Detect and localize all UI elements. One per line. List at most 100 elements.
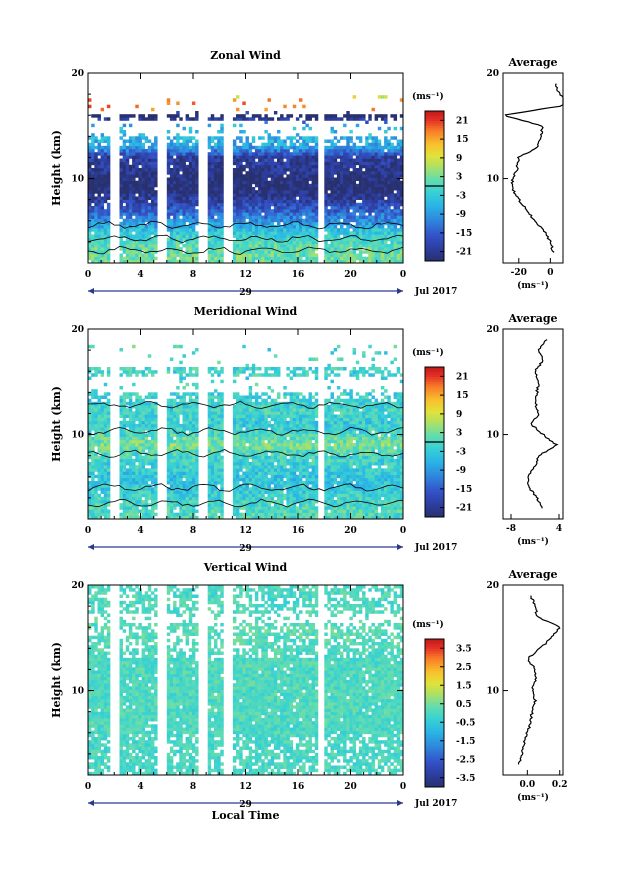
colorbar-tick-label: -0.5: [456, 718, 475, 728]
average-frame: [502, 328, 564, 520]
colorbar-unit: (ms⁻¹): [412, 347, 444, 358]
x-tick-label: 0: [85, 782, 91, 792]
y-tick-label: 20: [71, 69, 84, 79]
x-tick-label: 12: [239, 526, 252, 536]
average-y-tick-label: 20: [486, 581, 499, 591]
colorbar-tick-label: 15: [456, 391, 469, 401]
y-tick-label: 10: [71, 431, 84, 441]
colorbar-tick-label: -1.5: [456, 737, 475, 747]
average-x-tick-label: 0: [547, 268, 553, 278]
colorbar-tick-label: -3.5: [456, 774, 475, 784]
x-tick-label: 16: [292, 270, 305, 280]
colorbar-tick-label: 21: [456, 116, 469, 126]
x-tick-label: 20: [344, 782, 357, 792]
x-tick-label: 16: [292, 782, 305, 792]
colorbar-tick-label: -21: [456, 248, 472, 258]
average-y-tick-label: 20: [486, 325, 499, 335]
average-y-tick-label: 10: [486, 431, 499, 441]
panel-1: Meridional Wind 0 4 8 12 16 20 0 20 10 Height (km)…: [50, 305, 564, 554]
colorbar-tick-label: -15: [456, 485, 472, 495]
panel-2: Vertical Wind 0 4 8 12 16 20 0 20 10 Height (km) 29…: [50, 561, 568, 822]
date-label: Jul 2017: [414, 799, 457, 809]
average-unit: (ms⁻¹): [517, 792, 549, 803]
colorbar-tick-label: 3: [456, 173, 462, 183]
colorbar-tick-label: -3: [456, 191, 466, 201]
average-x-tick-label: 4: [556, 524, 562, 534]
panel-title: Vertical Wind: [203, 561, 288, 574]
day-bar-arrow-left: [88, 800, 94, 806]
day-bar-arrow-right: [397, 544, 403, 550]
average-profile-line: [517, 595, 561, 765]
x-tick-label: 16: [292, 526, 305, 536]
day-bar-arrow-left: [88, 288, 94, 294]
average-x-tick-label: 0.2: [552, 780, 568, 790]
average-y-tick-label: 10: [486, 175, 499, 185]
x-tick-label: 0: [85, 270, 91, 280]
panel-0: Zonal Wind 0 4 8 12 16 20 0 20 10 Height (km) 29 Jul…: [50, 49, 564, 298]
colorbar-tick-label: -15: [456, 229, 472, 239]
y-tick-label: 10: [71, 175, 84, 185]
average-x-tick-label: -8: [506, 524, 516, 534]
x-tick-label: 8: [190, 526, 196, 536]
panel-title: Zonal Wind: [210, 49, 281, 62]
day-label: 29: [239, 288, 252, 298]
x-tick-label: 8: [190, 270, 196, 280]
colorbar-tick-label: 1.5: [456, 681, 472, 691]
heatmap-cells: [88, 95, 404, 264]
colorbar-unit: (ms⁻¹): [412, 619, 444, 630]
average-title: Average: [507, 568, 557, 581]
average-title: Average: [507, 312, 557, 325]
colorbar-tick-label: 9: [456, 410, 462, 420]
x-tick-label: 4: [137, 782, 143, 792]
y-tick-label: 20: [71, 581, 84, 591]
x-axis-label: Local Time: [212, 809, 280, 822]
x-tick-label: 0: [85, 526, 91, 536]
panel-title: Meridional Wind: [194, 305, 298, 318]
day-bar-arrow-right: [397, 800, 403, 806]
average-y-tick-label: 10: [486, 687, 499, 697]
x-tick-label: 4: [137, 270, 143, 280]
colorbar: [425, 639, 444, 788]
x-tick-label: 4: [137, 526, 143, 536]
average-x-tick-label: -20: [511, 268, 527, 278]
heatmap-cells: [88, 585, 404, 776]
y-axis-label: Height (km): [50, 386, 63, 462]
day-bar-arrow-left: [88, 544, 94, 550]
colorbar: [425, 111, 444, 262]
colorbar-unit: (ms⁻¹): [412, 91, 444, 102]
average-unit: (ms⁻¹): [517, 536, 549, 547]
x-tick-label: 0: [400, 526, 406, 536]
date-label: Jul 2017: [414, 543, 457, 553]
colorbar-frame: [424, 638, 445, 788]
colorbar-tick-label: 3.5: [456, 644, 472, 654]
contour-lines: [87, 220, 404, 255]
x-tick-label: 0: [400, 270, 406, 280]
x-tick-label: 20: [344, 526, 357, 536]
date-label: Jul 2017: [414, 287, 457, 297]
x-tick-label: 8: [190, 782, 196, 792]
average-title: Average: [507, 56, 557, 69]
average-frame: [502, 584, 564, 776]
x-tick-label: 20: [344, 270, 357, 280]
x-tick-label: 12: [239, 270, 252, 280]
x-tick-label: 12: [239, 782, 252, 792]
y-axis-label: Height (km): [50, 130, 63, 206]
colorbar-tick-label: -9: [456, 466, 466, 476]
colorbar-tick-label: -2.5: [456, 755, 475, 765]
day-label: 29: [239, 544, 252, 554]
colorbar-tick-label: 2.5: [456, 663, 472, 673]
average-y-tick-label: 20: [486, 69, 499, 79]
colorbar: [425, 367, 444, 518]
average-frame: [502, 72, 564, 264]
contour-lines: [87, 400, 404, 508]
average-profile-line: [504, 83, 564, 253]
average-unit: (ms⁻¹): [517, 280, 549, 291]
average-profile-line: [526, 339, 559, 509]
colorbar-tick-label: 21: [456, 372, 469, 382]
colorbar-tick-label: 9: [456, 154, 462, 164]
y-axis-label: Height (km): [50, 642, 63, 718]
colorbar-tick-label: -9: [456, 210, 466, 220]
y-tick-label: 20: [71, 325, 84, 335]
colorbar-tick-label: 15: [456, 135, 469, 145]
